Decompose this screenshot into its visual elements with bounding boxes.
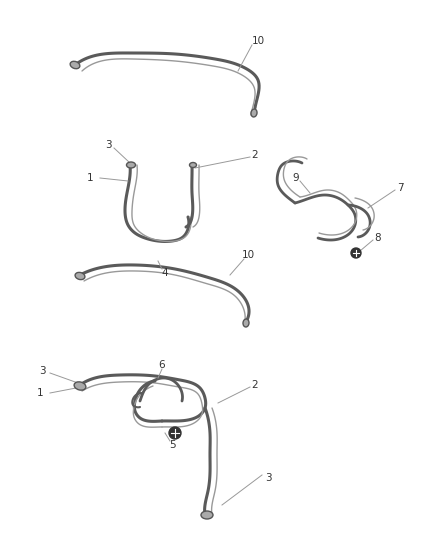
Text: 1: 1 xyxy=(87,173,93,183)
Text: 8: 8 xyxy=(374,233,381,243)
Text: 2: 2 xyxy=(252,380,258,390)
Text: 6: 6 xyxy=(159,360,165,370)
Ellipse shape xyxy=(75,272,85,280)
Ellipse shape xyxy=(243,319,249,327)
Text: 5: 5 xyxy=(169,440,175,450)
Text: 10: 10 xyxy=(251,36,265,46)
Ellipse shape xyxy=(251,109,257,117)
Text: 1: 1 xyxy=(37,388,43,398)
Text: 7: 7 xyxy=(397,183,403,193)
Text: 3: 3 xyxy=(39,366,45,376)
Circle shape xyxy=(169,427,181,439)
Text: 9: 9 xyxy=(293,173,299,183)
Ellipse shape xyxy=(70,61,80,69)
Text: 10: 10 xyxy=(241,250,254,260)
Text: 3: 3 xyxy=(265,473,271,483)
Ellipse shape xyxy=(74,382,86,390)
Text: 2: 2 xyxy=(252,150,258,160)
Text: 3: 3 xyxy=(105,140,111,150)
Text: 4: 4 xyxy=(162,268,168,278)
Ellipse shape xyxy=(201,511,213,519)
Ellipse shape xyxy=(190,163,197,167)
Ellipse shape xyxy=(127,162,135,168)
Circle shape xyxy=(351,248,361,258)
